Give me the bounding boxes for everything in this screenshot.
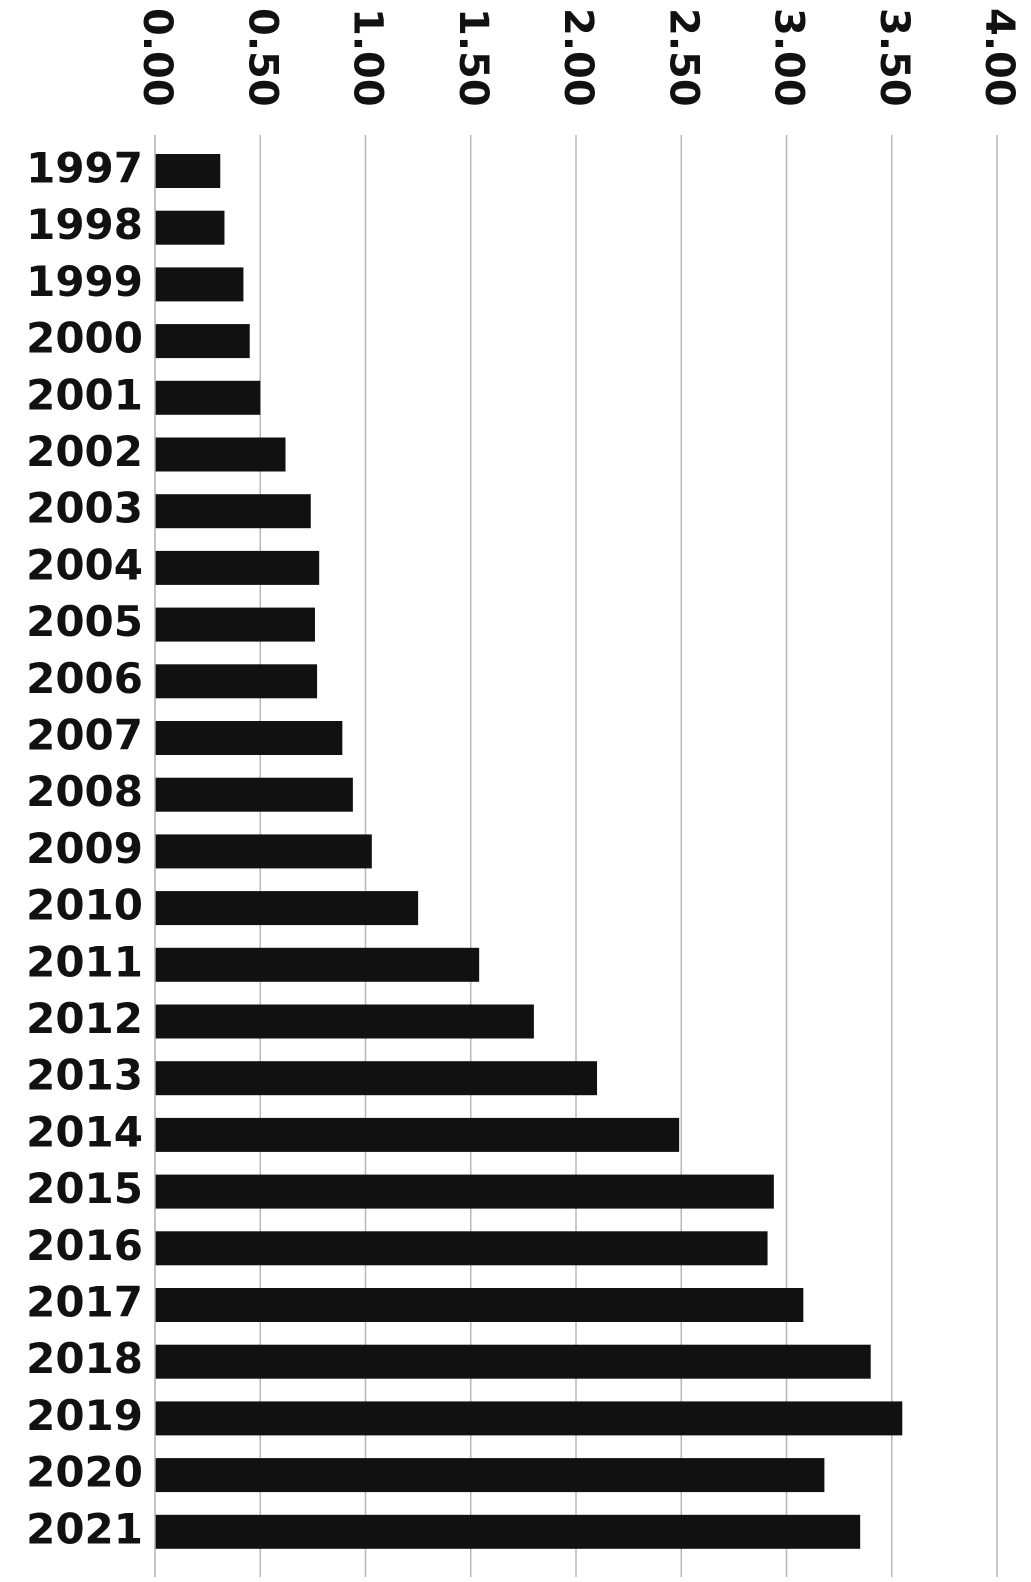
category-label-2016: 2016	[26, 1221, 143, 1270]
bar-2017	[155, 1288, 804, 1322]
category-label-2007: 2007	[26, 711, 143, 760]
category-label-2002: 2002	[26, 427, 143, 476]
bar-2008	[155, 777, 353, 812]
category-label-2017: 2017	[26, 1278, 143, 1327]
category-label-2010: 2010	[26, 881, 143, 930]
category-label-2004: 2004	[26, 540, 143, 589]
category-label-2015: 2015	[26, 1164, 143, 1213]
bar-2018	[155, 1344, 871, 1379]
category-label-2013: 2013	[26, 1051, 143, 1100]
category-label-1999: 1999	[26, 257, 143, 306]
y-axis-category-labels: 1997 1998 1999 2000 2001 2002 2003 2004 2005 2006…	[26, 144, 143, 1554]
bar-2001	[155, 380, 261, 415]
bar-2007	[155, 721, 343, 755]
category-label-2001: 2001	[26, 370, 143, 419]
category-label-2020: 2020	[26, 1448, 143, 1497]
category-label-1998: 1998	[26, 200, 143, 249]
bar-2005	[155, 607, 315, 642]
bar-2021	[155, 1514, 861, 1549]
bar-2012	[155, 1004, 534, 1039]
x-tick-label: 3.50	[871, 8, 917, 107]
category-label-2018: 2018	[26, 1334, 143, 1383]
bar-2010	[155, 891, 419, 926]
x-tick-label: 1.50	[450, 8, 496, 107]
bar-2020	[155, 1458, 825, 1493]
gridlines	[259, 135, 998, 1577]
category-label-2003: 2003	[26, 484, 143, 533]
x-tick-label: 0.50	[239, 8, 285, 107]
category-label-2005: 2005	[26, 597, 143, 646]
bar-1997	[155, 154, 221, 188]
bars	[155, 154, 903, 1549]
category-label-2006: 2006	[26, 654, 143, 703]
x-tick-label: 1.00	[345, 8, 391, 107]
category-label-2012: 2012	[26, 994, 143, 1043]
bar-2011	[155, 947, 480, 982]
bar-2002	[155, 437, 286, 472]
bar-2019	[155, 1401, 903, 1436]
x-tick-label: 2.50	[660, 8, 706, 107]
x-tick-label: 0.00	[134, 8, 180, 107]
x-axis-tick-labels: 0.00 0.50 1.00 1.50 2.00 2.50 3.00 3.50 4.00	[134, 8, 1022, 107]
category-label-2008: 2008	[26, 767, 143, 816]
bar-2016	[155, 1231, 768, 1266]
bar-1999	[155, 267, 244, 302]
category-label-2021: 2021	[26, 1504, 143, 1553]
category-label-2009: 2009	[26, 824, 143, 873]
category-label-2019: 2019	[26, 1391, 143, 1440]
x-tick-label: 4.00	[976, 8, 1022, 107]
bar-2013	[155, 1061, 598, 1096]
bar-2004	[155, 550, 320, 585]
x-tick-label: 3.00	[766, 8, 812, 107]
bar-2009	[155, 834, 372, 869]
category-label-2011: 2011	[26, 937, 143, 986]
category-label-1997: 1997	[26, 144, 143, 193]
x-tick-label: 2.00	[555, 8, 601, 107]
bar-1998	[155, 210, 225, 245]
category-label-2014: 2014	[26, 1107, 143, 1156]
category-label-2000: 2000	[26, 314, 143, 363]
bar-2000	[155, 324, 250, 359]
bar-2014	[155, 1117, 680, 1152]
bar-2015	[155, 1174, 774, 1209]
bar-2003	[155, 494, 311, 529]
bar-2006	[155, 664, 318, 699]
